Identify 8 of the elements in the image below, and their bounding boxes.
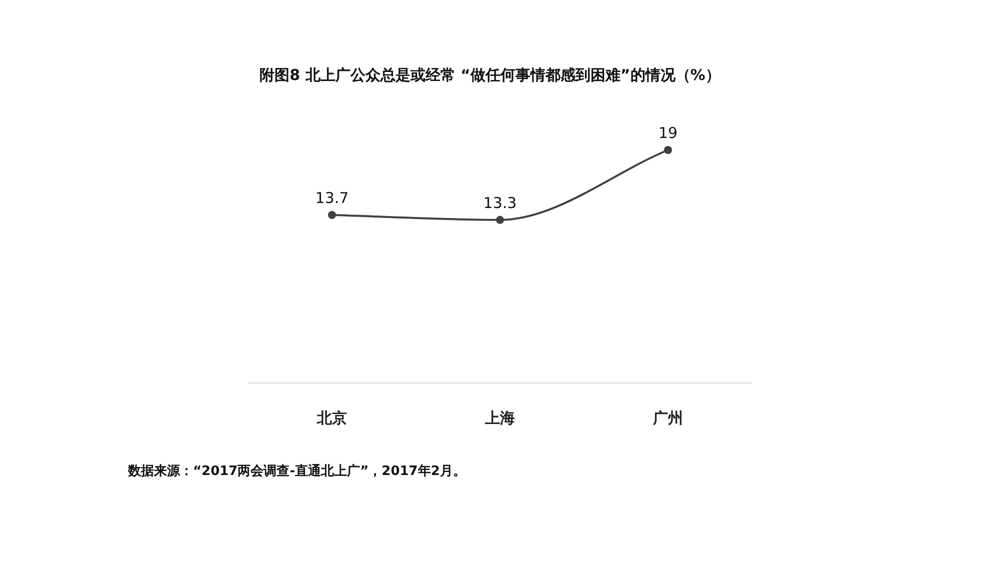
x-tick-label: 广州 (652, 409, 683, 427)
source-note: 数据来源：“2017两会调查-直通北上广”，2017年2月。 (127, 463, 466, 479)
chart-title: 附图8 北上广公众总是或经常 “做任何事情都感到困难”的情况（%） (260, 66, 720, 84)
data-label: 13.3 (483, 194, 517, 212)
data-label: 19 (658, 124, 678, 142)
x-tick-label: 北京 (316, 409, 347, 427)
data-label: 13.7 (315, 188, 349, 207)
x-tick-label: 上海 (484, 409, 515, 427)
